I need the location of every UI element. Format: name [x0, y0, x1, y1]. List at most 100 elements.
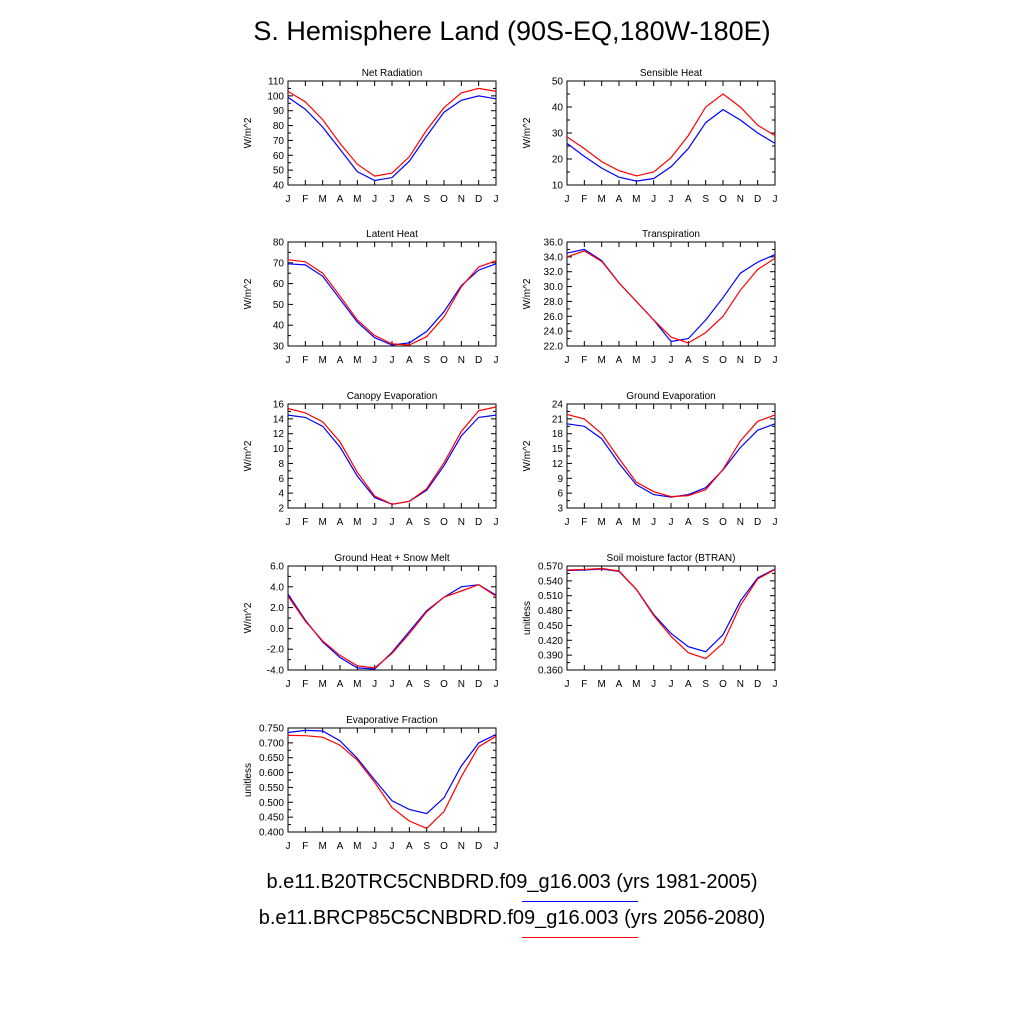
- y-tick-label: 6: [278, 474, 284, 485]
- x-tick-label: D: [754, 194, 761, 205]
- x-tick-label: J: [286, 194, 291, 205]
- plot-frame: [566, 241, 776, 347]
- y-tick-label: 8: [278, 459, 284, 470]
- x-tick-label: M: [318, 517, 326, 528]
- plot-frame: [566, 403, 776, 509]
- x-tick-label: A: [406, 194, 413, 205]
- chart-panel-6: Ground Heat + Snow Melt W/m^2 -4.0 -2.0 0.0 2…: [243, 553, 499, 690]
- x-tick-label: J: [773, 355, 778, 366]
- panel-title: Canopy Evaporation: [347, 391, 438, 402]
- y-tick-label: 32.0: [544, 267, 564, 278]
- y-tick-label: 0.500: [259, 798, 284, 809]
- panel-title: Net Radiation: [362, 68, 423, 79]
- y-tick-label: 0.390: [538, 651, 563, 662]
- x-tick-label: J: [494, 679, 499, 690]
- x-tick-label: N: [737, 194, 744, 205]
- y-tick-label: 50: [273, 166, 285, 177]
- page-title: S. Hemisphere Land (90S-EQ,180W-180E): [253, 16, 771, 46]
- x-tick-label: O: [719, 517, 727, 528]
- y-tick-label: 18: [552, 429, 564, 440]
- y-tick-label: 80: [273, 121, 285, 132]
- x-tick-label: O: [440, 355, 448, 366]
- y-tick-label: 12: [273, 429, 285, 440]
- x-tick-label: N: [737, 517, 744, 528]
- x-tick-label: N: [458, 355, 465, 366]
- x-tick-label: O: [440, 517, 448, 528]
- panel-title: Evaporative Fraction: [346, 715, 438, 726]
- y-tick-label: 0.510: [538, 591, 563, 602]
- x-tick-label: J: [565, 194, 570, 205]
- series-line-control: [287, 729, 497, 815]
- plot-frame: [566, 80, 776, 186]
- x-tick-label: M: [318, 355, 326, 366]
- x-tick-label: A: [406, 679, 413, 690]
- x-tick-label: J: [669, 517, 674, 528]
- x-tick-label: A: [406, 841, 413, 852]
- legend-swatch-control: [522, 901, 638, 902]
- y-tick-label: 70: [273, 136, 285, 147]
- y-tick-label: 50: [273, 300, 285, 311]
- x-tick-label: S: [423, 841, 430, 852]
- x-tick-label: S: [702, 679, 709, 690]
- panel-title: Latent Heat: [366, 229, 418, 240]
- y-tick-label: 0.700: [259, 738, 284, 749]
- y-tick-label: 6: [557, 489, 563, 500]
- legend-entry-control: b.e11.B20TRC5CNBDRD.f09_g16.003 (yrs 198…: [0, 871, 1024, 894]
- y-tick-label: 4.0: [270, 582, 284, 593]
- x-tick-label: J: [372, 355, 377, 366]
- y-tick-label: 0.480: [538, 606, 563, 617]
- series-line-future: [287, 584, 497, 669]
- y-tick-label: 90: [273, 106, 285, 117]
- y-tick-label: 20: [552, 155, 564, 166]
- x-tick-label: J: [494, 355, 499, 366]
- x-tick-label: J: [651, 355, 656, 366]
- x-tick-label: S: [423, 517, 430, 528]
- x-tick-label: J: [390, 679, 395, 690]
- x-tick-label: F: [581, 517, 587, 528]
- y-tick-label: 2.0: [270, 603, 284, 614]
- panel-title: Ground Evaporation: [626, 391, 716, 402]
- y-tick-label: 50: [552, 77, 564, 88]
- x-tick-label: A: [406, 355, 413, 366]
- y-tick-label: 15: [552, 444, 564, 455]
- x-tick-label: J: [372, 194, 377, 205]
- x-tick-label: M: [318, 841, 326, 852]
- x-tick-label: S: [423, 679, 430, 690]
- x-tick-label: F: [581, 679, 587, 690]
- x-tick-label: J: [390, 517, 395, 528]
- x-tick-label: J: [286, 679, 291, 690]
- y-tick-label: 24: [552, 400, 564, 411]
- y-axis-label: W/m^2: [243, 440, 254, 471]
- x-tick-label: M: [597, 194, 605, 205]
- x-tick-label: S: [702, 355, 709, 366]
- chart-panel-3: Transpiration W/m^2 22.0 24.0 26.0 28.0 30.0 32…: [522, 229, 778, 366]
- x-tick-label: M: [353, 194, 361, 205]
- x-tick-label: J: [494, 517, 499, 528]
- chart-panel-7: Soil moisture factor (BTRAN) unitless 0.36…: [522, 553, 778, 690]
- x-tick-label: D: [475, 194, 482, 205]
- x-tick-label: O: [440, 841, 448, 852]
- x-tick-label: F: [302, 841, 308, 852]
- y-tick-label: 0.360: [538, 666, 563, 677]
- y-tick-label: 60: [273, 279, 285, 290]
- plot-frame: [287, 727, 497, 833]
- x-tick-label: J: [669, 355, 674, 366]
- y-tick-label: 0.450: [538, 621, 563, 632]
- y-tick-label: 6.0: [270, 562, 284, 573]
- x-tick-label: A: [337, 679, 344, 690]
- y-axis-label: W/m^2: [522, 440, 533, 471]
- series-line-control: [287, 263, 497, 346]
- series-line-future: [287, 734, 497, 830]
- x-tick-label: N: [458, 194, 465, 205]
- plot-frame: [287, 241, 497, 347]
- legend-label-future: b.e11.BRCP85C5CNBDRD.f09_g16.003 (yrs 20…: [258, 907, 766, 929]
- x-tick-label: J: [565, 355, 570, 366]
- x-tick-label: S: [702, 194, 709, 205]
- x-tick-label: J: [773, 517, 778, 528]
- y-tick-label: 80: [273, 238, 285, 249]
- x-tick-label: J: [669, 679, 674, 690]
- x-tick-label: J: [565, 517, 570, 528]
- y-tick-label: 40: [273, 181, 285, 192]
